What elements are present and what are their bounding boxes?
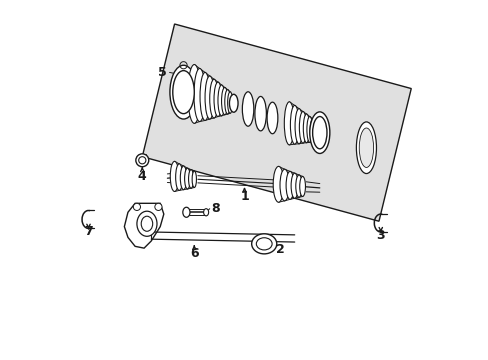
Text: 3: 3 (376, 229, 384, 242)
Ellipse shape (209, 79, 218, 118)
Ellipse shape (309, 119, 314, 142)
Ellipse shape (242, 92, 253, 126)
Ellipse shape (256, 238, 271, 250)
Ellipse shape (290, 173, 298, 198)
Text: 1: 1 (240, 190, 248, 203)
Ellipse shape (312, 117, 326, 149)
Ellipse shape (266, 102, 277, 134)
Ellipse shape (295, 175, 302, 197)
Ellipse shape (184, 168, 190, 189)
Ellipse shape (227, 92, 232, 113)
Ellipse shape (218, 85, 224, 116)
Ellipse shape (306, 117, 312, 142)
Ellipse shape (229, 94, 238, 112)
Ellipse shape (170, 161, 179, 192)
Ellipse shape (294, 109, 303, 144)
Polygon shape (124, 203, 163, 248)
Ellipse shape (136, 154, 148, 167)
Ellipse shape (224, 90, 230, 114)
Ellipse shape (356, 122, 376, 174)
Ellipse shape (309, 112, 329, 153)
Ellipse shape (141, 216, 152, 231)
Ellipse shape (200, 72, 210, 121)
Ellipse shape (139, 157, 145, 164)
Ellipse shape (299, 112, 306, 143)
Text: 5: 5 (157, 66, 166, 79)
Ellipse shape (303, 114, 309, 143)
Ellipse shape (214, 82, 222, 117)
Ellipse shape (175, 164, 183, 190)
Ellipse shape (172, 71, 194, 114)
Ellipse shape (251, 234, 276, 254)
Ellipse shape (194, 68, 205, 122)
Ellipse shape (137, 211, 157, 236)
Ellipse shape (204, 76, 214, 119)
Ellipse shape (155, 203, 162, 211)
Ellipse shape (254, 96, 266, 131)
Ellipse shape (203, 209, 208, 216)
Ellipse shape (299, 176, 305, 197)
Text: 7: 7 (84, 225, 93, 238)
Ellipse shape (290, 105, 298, 144)
Ellipse shape (192, 171, 196, 188)
Ellipse shape (359, 128, 373, 167)
Text: 8: 8 (211, 202, 220, 215)
Ellipse shape (273, 166, 284, 202)
Ellipse shape (280, 169, 289, 201)
Text: 4: 4 (138, 170, 146, 183)
Ellipse shape (221, 87, 227, 115)
Ellipse shape (180, 166, 186, 190)
Ellipse shape (169, 65, 197, 119)
Text: 2: 2 (275, 243, 284, 256)
Ellipse shape (187, 64, 201, 123)
Ellipse shape (284, 102, 294, 145)
Ellipse shape (188, 170, 193, 188)
Text: 6: 6 (190, 247, 198, 260)
Ellipse shape (183, 207, 190, 217)
Ellipse shape (285, 171, 293, 199)
Polygon shape (142, 24, 410, 221)
Ellipse shape (133, 203, 140, 211)
